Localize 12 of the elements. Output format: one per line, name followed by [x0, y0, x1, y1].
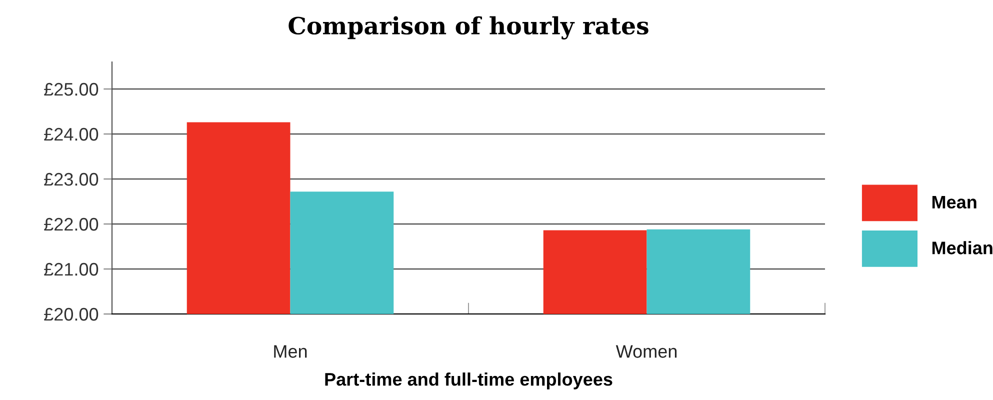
- y-tick-label: £22.00: [44, 218, 98, 231]
- y-tick-label: £21.00: [44, 262, 98, 276]
- y-tick-label: £24.00: [44, 128, 98, 141]
- chart-title: Comparison of hourly rates: [288, 16, 648, 40]
- x-tick-label: Men: [274, 345, 307, 358]
- x-axis-title: Part-time and full-time employees: [325, 372, 612, 390]
- y-tick-label: £23.00: [44, 172, 98, 186]
- legend-label: Median: [932, 241, 992, 254]
- x-tick-label: Women: [616, 345, 677, 358]
- y-tick-label: £25.00: [44, 82, 98, 96]
- legend-label: Mean: [932, 196, 976, 209]
- y-tick-label: £20.00: [44, 308, 98, 321]
